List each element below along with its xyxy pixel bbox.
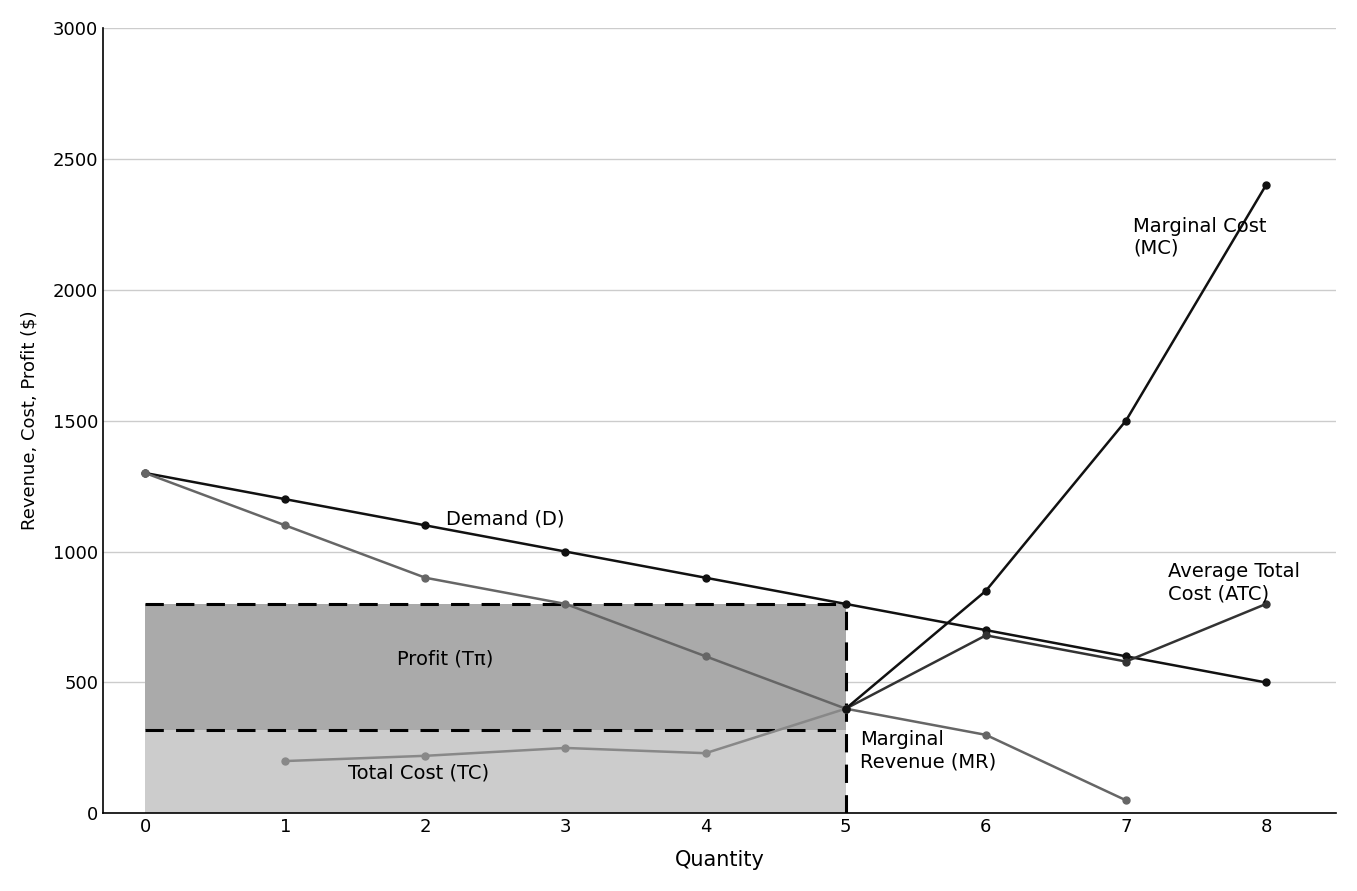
Bar <box>145 604 845 730</box>
Text: Total Cost (TC): Total Cost (TC) <box>349 764 490 782</box>
Text: Marginal
Revenue (MR): Marginal Revenue (MR) <box>860 730 996 771</box>
Bar <box>145 730 845 813</box>
Text: Profit (Tπ): Profit (Tπ) <box>398 650 494 668</box>
X-axis label: Quantity: Quantity <box>674 850 764 871</box>
Y-axis label: Revenue, Cost, Profit ($): Revenue, Cost, Profit ($) <box>20 311 39 530</box>
Text: Average Total
Cost (ATC): Average Total Cost (ATC) <box>1168 562 1300 603</box>
Text: Demand (D): Demand (D) <box>446 510 565 528</box>
Text: Marginal Cost
(MC): Marginal Cost (MC) <box>1133 217 1266 257</box>
